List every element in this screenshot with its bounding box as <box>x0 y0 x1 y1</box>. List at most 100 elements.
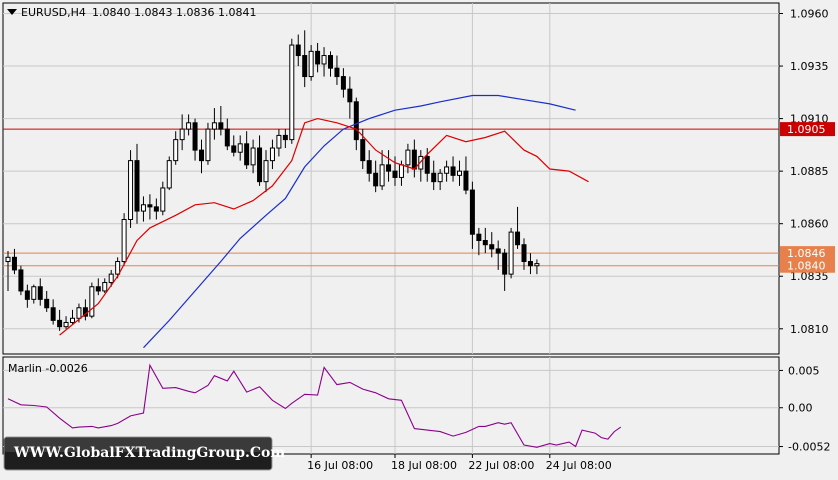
price-tick-label: 1.0835 <box>790 270 829 283</box>
candle-body-bull <box>121 218 127 263</box>
candle-body-bear <box>315 50 321 65</box>
candle-body-bull <box>160 187 166 212</box>
candle-body-bear <box>153 206 159 212</box>
candle-body-bear <box>495 248 501 254</box>
indicator-title: Marlin -0.0026 <box>8 362 88 375</box>
time-tick-label: 16 Jul 08:00 <box>307 459 373 472</box>
candle-body-bear <box>347 88 353 103</box>
candle-body-bull <box>457 170 462 176</box>
candle-body-bear <box>147 204 153 208</box>
candle-body-bear <box>44 298 50 309</box>
chart-header-open: 1.0840 <box>92 6 131 19</box>
candle-body-bear <box>334 67 340 78</box>
candle-body-bear <box>450 166 456 176</box>
candle-body-bull <box>444 166 450 174</box>
candle-body-bear <box>431 172 437 183</box>
horizontal-levels <box>3 128 779 267</box>
candle-body-bear <box>328 55 333 69</box>
candle-body-bull <box>250 147 256 166</box>
price-level-badge-label: 1.0846 <box>787 247 826 260</box>
marlin-line <box>7 363 622 448</box>
candle-body-bull <box>166 160 172 189</box>
candle-body-bear <box>482 240 488 246</box>
price-level-badge-label: 1.0840 <box>787 260 826 273</box>
candle-body-bull <box>437 172 443 183</box>
candle-body-bull <box>398 164 404 178</box>
candle-body-bull <box>237 143 243 153</box>
candle-body-bull <box>379 164 385 187</box>
indicator-tick-label: 0.005 <box>788 364 820 377</box>
indicator-tick-label: -0.0052 <box>788 441 830 454</box>
price-axis: 1.09601.09351.09101.08851.08601.08351.08… <box>779 8 835 336</box>
price-level-badge <box>780 246 835 261</box>
watermark-logo: WWW.GlobalFXTradingGroup.Com <box>3 436 285 471</box>
candle-body-bear <box>527 261 533 267</box>
price-level-badge <box>780 122 835 137</box>
chart-header-symbol: EURUSD,H4 <box>21 6 86 19</box>
candle-body-bear <box>386 164 392 172</box>
candle-body-bull <box>108 273 114 284</box>
main-plot-area[interactable] <box>2 2 780 355</box>
candle-body-bull <box>418 155 424 170</box>
candle-body-bear <box>192 122 198 151</box>
candle-body-bear <box>489 244 495 250</box>
price-tick-label: 1.0860 <box>790 218 829 231</box>
candle-body-bear <box>424 155 430 174</box>
candle-body-bear <box>360 139 366 162</box>
symbol-menu-triangle-icon[interactable] <box>7 9 17 15</box>
candle-body-bear <box>257 147 263 183</box>
candle-body-bear <box>411 149 417 170</box>
candle-body-bear <box>469 189 475 235</box>
price-level-badge <box>780 258 835 273</box>
candle-body-bear <box>340 76 346 90</box>
candle-body-bear <box>502 252 508 275</box>
candle-body-bear <box>295 44 301 57</box>
candle-body-bear <box>282 134 288 141</box>
indicator-tick-label: 0.00 <box>788 402 813 415</box>
watermark-text: WWW.GlobalFXTradingGroup.Com <box>13 445 285 461</box>
candle-body-bear <box>95 286 101 292</box>
candle-body-bear <box>302 55 308 78</box>
candle-body-bear <box>353 101 359 141</box>
candle-body-bull <box>115 261 121 275</box>
candle-body-bull <box>269 147 275 162</box>
candle-body-bull <box>76 307 82 319</box>
candle-body-bear <box>57 319 63 328</box>
candle-body-bear <box>392 170 398 178</box>
candle-body-bull <box>405 149 411 166</box>
candle-body-bull <box>89 286 95 317</box>
time-tick-label: 18 Jul 08:00 <box>391 459 457 472</box>
candle-body-bull <box>63 321 69 328</box>
candle-body-bear <box>134 160 140 212</box>
candle-body-bull <box>31 286 37 300</box>
candle-body-bear <box>515 231 521 246</box>
price-tick-label: 1.0935 <box>790 60 829 73</box>
candles <box>5 30 540 331</box>
candle-body-bull <box>173 139 179 162</box>
candle-body-bull <box>205 128 211 162</box>
candle-body-bull <box>308 50 314 78</box>
candle-body-bear <box>373 172 379 187</box>
candle-body-bull <box>321 55 327 65</box>
candle-body-bear <box>476 233 482 242</box>
ma-fast-line <box>59 117 589 336</box>
marlin-series-line <box>7 363 622 448</box>
price-tick-label: 1.0810 <box>790 323 829 336</box>
candle-body-bear <box>50 307 56 321</box>
candle-body-bull <box>211 122 217 130</box>
chart-header-low: 1.0836 <box>176 6 215 19</box>
candle-body-bear <box>199 149 204 162</box>
candle-body-bull <box>186 122 192 130</box>
candle-body-bull <box>140 204 146 212</box>
candle-body-bear <box>218 122 224 130</box>
time-axis: 16 Jul 08:00 18 Jul 08:00 22 Jul 08:00 24 J… <box>307 454 612 472</box>
candle-body-bull <box>263 160 269 183</box>
candle-body-bear <box>24 290 30 300</box>
candle-body-bull <box>128 160 134 220</box>
time-tick-label: 24 Jul 08:00 <box>546 459 612 472</box>
price-level-badge-label: 1.0905 <box>787 123 826 136</box>
time-tick-label: 22 Jul 08:00 <box>468 459 534 472</box>
candle-body-bear <box>244 143 250 166</box>
